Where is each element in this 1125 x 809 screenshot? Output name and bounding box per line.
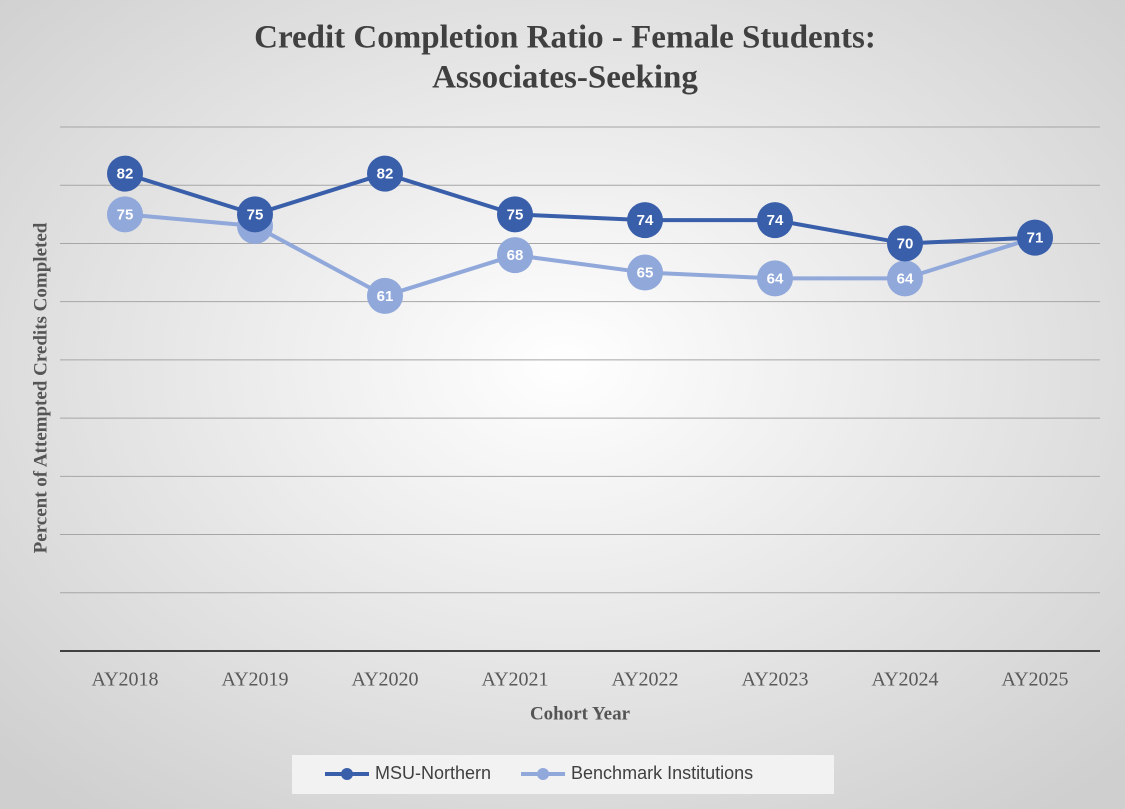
legend-marker	[537, 768, 550, 780]
x-tick-label: AY2021	[481, 669, 548, 691]
x-tick-label: AY2024	[871, 669, 938, 691]
data-point	[497, 196, 533, 233]
data-point	[1017, 219, 1053, 256]
legend-label: MSU-Northern	[375, 763, 491, 783]
data-label: 65	[637, 265, 654, 282]
data-point	[367, 277, 403, 314]
x-tick-label: AY2020	[351, 669, 418, 691]
data-point	[237, 196, 273, 233]
data-point	[757, 202, 793, 239]
data-label: 82	[377, 166, 394, 183]
legend-label: Benchmark Institutions	[571, 763, 753, 783]
data-label: 64	[897, 270, 914, 287]
x-tick-label: AY2022	[611, 669, 678, 691]
data-label: 64	[767, 270, 784, 287]
data-label: 70	[897, 235, 914, 252]
data-point	[367, 155, 403, 192]
data-point	[497, 237, 533, 274]
chart-subtitle: Associates-Seeking	[432, 60, 698, 96]
data-point	[627, 202, 663, 239]
data-label: 82	[117, 166, 134, 183]
data-point	[757, 260, 793, 297]
x-axis-label: Cohort Year	[530, 703, 631, 724]
series-line	[124, 212, 1036, 299]
x-tick-label: AY2025	[1001, 669, 1068, 691]
data-label: 74	[767, 212, 784, 229]
data-label: 61	[377, 288, 394, 305]
x-tick-label: AY2023	[741, 669, 808, 691]
series-line	[124, 171, 1036, 246]
data-point	[887, 225, 923, 262]
y-axis-label: Percent of Attempted Credits Completed	[30, 222, 51, 553]
data-label: 75	[507, 206, 524, 223]
data-point	[887, 260, 923, 297]
data-label: 75	[117, 206, 134, 223]
data-point	[107, 155, 143, 192]
data-label: 68	[507, 247, 524, 264]
legend-marker	[341, 768, 353, 780]
data-point	[627, 254, 663, 291]
chart-title: Credit Completion Ratio - Female Student…	[254, 20, 876, 56]
x-tick-label: AY2018	[91, 669, 158, 691]
data-label: 74	[637, 212, 654, 229]
data-point	[107, 196, 143, 233]
x-tick-label: AY2019	[221, 669, 288, 691]
data-label: 75	[247, 206, 264, 223]
data-label: 71	[1027, 230, 1044, 247]
